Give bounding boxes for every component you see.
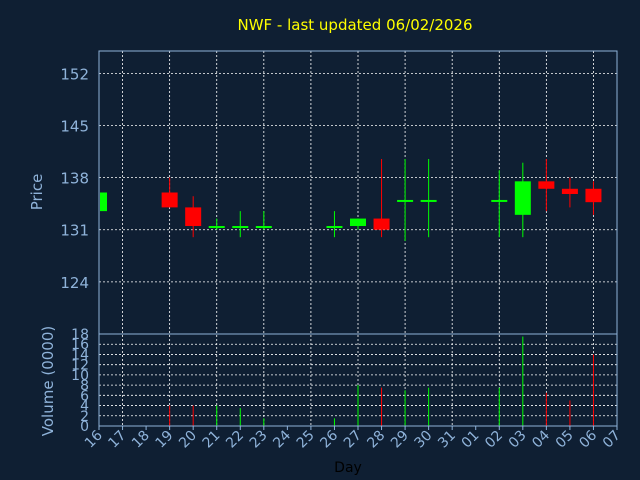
volume-tick-label: 6	[80, 388, 89, 404]
price-tick-label: 138	[60, 170, 89, 188]
candle-26	[326, 211, 343, 238]
candle-16	[98, 192, 107, 212]
candle-body	[350, 218, 366, 227]
volume-tick-label: 12	[71, 358, 89, 374]
candle-body	[161, 192, 178, 208]
candle-03	[514, 162, 531, 238]
x-tick-label: 01	[459, 428, 483, 452]
candle-body	[208, 226, 225, 229]
x-tick-label: 25	[294, 428, 318, 452]
candle-19	[161, 177, 178, 208]
x-tick-label: 02	[482, 428, 506, 452]
x-tick-label: 23	[247, 428, 271, 452]
candle-29	[397, 158, 414, 241]
x-tick-label: 17	[105, 428, 129, 452]
candle-body	[100, 192, 107, 212]
volume-tick-label: 8	[80, 378, 89, 394]
price-axis-label: Price	[28, 174, 46, 211]
candle-body	[491, 199, 508, 202]
candle-04	[538, 158, 555, 212]
x-tick-label: 18	[129, 428, 153, 452]
price-y-ticks: 124 131 138 145 152	[60, 65, 89, 292]
x-tick-label: 29	[388, 428, 412, 452]
volume-tick-label: 16	[71, 337, 89, 353]
candle-body	[373, 218, 390, 230]
candle-27	[350, 218, 366, 230]
x-tick-label: 30	[412, 428, 436, 452]
price-tick-label: 124	[60, 274, 89, 292]
x-tick-label: 22	[223, 428, 247, 452]
volume-tick-label: 0	[80, 419, 89, 435]
candle-body	[585, 188, 602, 203]
volume-tick-label: 10	[71, 368, 89, 384]
candle-body	[185, 207, 202, 227]
candle-30	[420, 158, 437, 238]
volume-tick-label: 4	[80, 399, 89, 415]
volume-bars	[98, 336, 594, 426]
x-tick-label: 19	[153, 428, 177, 452]
x-tick-label: 07	[600, 428, 624, 452]
volume-tick-label: 2	[80, 409, 89, 425]
candle-20	[185, 196, 202, 238]
price-tick-label: 145	[60, 117, 89, 135]
x-tick-label: 27	[341, 428, 365, 452]
candle-body	[538, 181, 555, 189]
candles	[98, 158, 602, 241]
x-tick-label: 05	[553, 428, 577, 452]
price-tick-label: 131	[60, 222, 89, 240]
candle-28	[373, 158, 390, 238]
candle-body	[232, 226, 249, 229]
candle-06	[585, 181, 602, 215]
price-tick-label: 152	[60, 65, 89, 83]
candle-body	[255, 226, 272, 229]
candle-23	[255, 211, 272, 230]
chart-title: NWF - last updated 06/02/2026	[237, 16, 472, 34]
candle-02	[491, 170, 508, 238]
candle-body	[420, 199, 437, 202]
x-tick-label: 31	[435, 428, 459, 452]
x-tick-label: 26	[317, 427, 341, 451]
candle-21	[208, 218, 225, 230]
candle-body	[514, 181, 531, 215]
x-ticks: 16 17 18 19 20 21 22 23 24 25 26 27 28 29 30 31 01 02 03 04…	[82, 426, 624, 451]
x-tick-label: 28	[364, 428, 388, 452]
x-axis-label: Day	[334, 460, 362, 476]
volume-tick-label: 14	[71, 347, 89, 363]
x-tick-label: 21	[200, 428, 224, 452]
x-tick-label: 06	[576, 427, 600, 451]
volume-panel-frame	[98, 333, 618, 427]
candle-22	[232, 211, 249, 238]
x-tick-label: 03	[506, 428, 530, 452]
candle-body	[397, 199, 414, 202]
candle-body	[561, 188, 578, 194]
volume-axis-label: Volume (0000)	[39, 326, 57, 436]
x-tick-label: 24	[270, 427, 294, 451]
candle-05	[561, 177, 578, 208]
candle-body	[326, 226, 343, 229]
x-tick-label: 20	[176, 428, 200, 452]
x-tick-label: 04	[529, 427, 553, 451]
volume-tick-label: 18	[71, 327, 89, 343]
